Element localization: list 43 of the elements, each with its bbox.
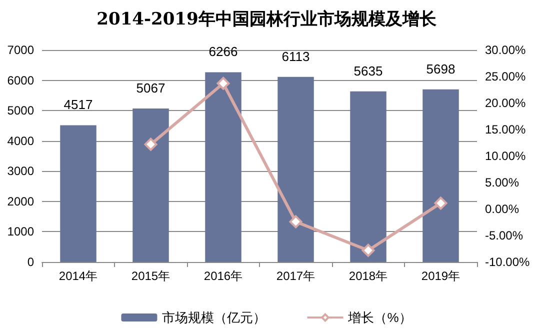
x-tick-label: 2015年: [131, 269, 170, 283]
bar: [350, 91, 386, 262]
y-tick-label: 5000: [7, 104, 34, 118]
x-tick-label: 2019年: [421, 269, 460, 283]
x-tick-label: 2017年: [276, 269, 316, 283]
y2-tick-label: 15.00%: [485, 122, 526, 136]
x-tick-label: 2016年: [204, 269, 243, 283]
point: [144, 138, 158, 151]
data-label: 5067: [136, 80, 166, 96]
y2-tick-label: 30.00%: [485, 43, 526, 57]
y-tick-label: 1000: [7, 224, 34, 239]
y-tick-label: 0: [27, 255, 34, 269]
point: [362, 244, 375, 257]
bar: [422, 89, 459, 262]
legend-label: 市场规模（亿元）: [162, 310, 266, 325]
point: [289, 215, 302, 228]
bar: [205, 72, 242, 262]
y-tick-label: 7000: [7, 43, 34, 57]
legend-label: 增长（%）: [347, 310, 412, 325]
data-label: 5635: [354, 63, 383, 78]
y2-tick-label: 25.00%: [485, 70, 526, 84]
y-tick-label: 3000: [7, 164, 34, 178]
y2-tick-label: -10.00%: [485, 255, 530, 269]
y2-tick-label: 0.00%: [485, 202, 520, 216]
y-tick-label: 2000: [7, 194, 34, 208]
y2-tick-label: 10.00%: [485, 149, 526, 163]
y2-tick-label: -5.00%: [485, 228, 524, 242]
y2-tick-label: 20.00%: [485, 96, 526, 110]
y-tick-label: 4000: [7, 134, 34, 148]
data-label: 6113: [282, 48, 310, 64]
bar: [60, 125, 96, 262]
data-label: 4517: [64, 97, 93, 112]
x-tick-label: 2014年: [58, 269, 98, 283]
data-label: 6266: [208, 44, 238, 60]
point: [434, 196, 448, 210]
point: [216, 76, 230, 90]
bar: [132, 108, 169, 262]
data-label: 5698: [426, 61, 456, 76]
chart-title: 2014-2019年中国园林行业市场规模及增长: [96, 10, 438, 30]
y-tick-label: 6000: [7, 73, 34, 88]
x-tick-label: 2018年: [348, 269, 388, 283]
bar: [278, 76, 314, 262]
y2-tick-label: 5.00%: [485, 176, 520, 190]
